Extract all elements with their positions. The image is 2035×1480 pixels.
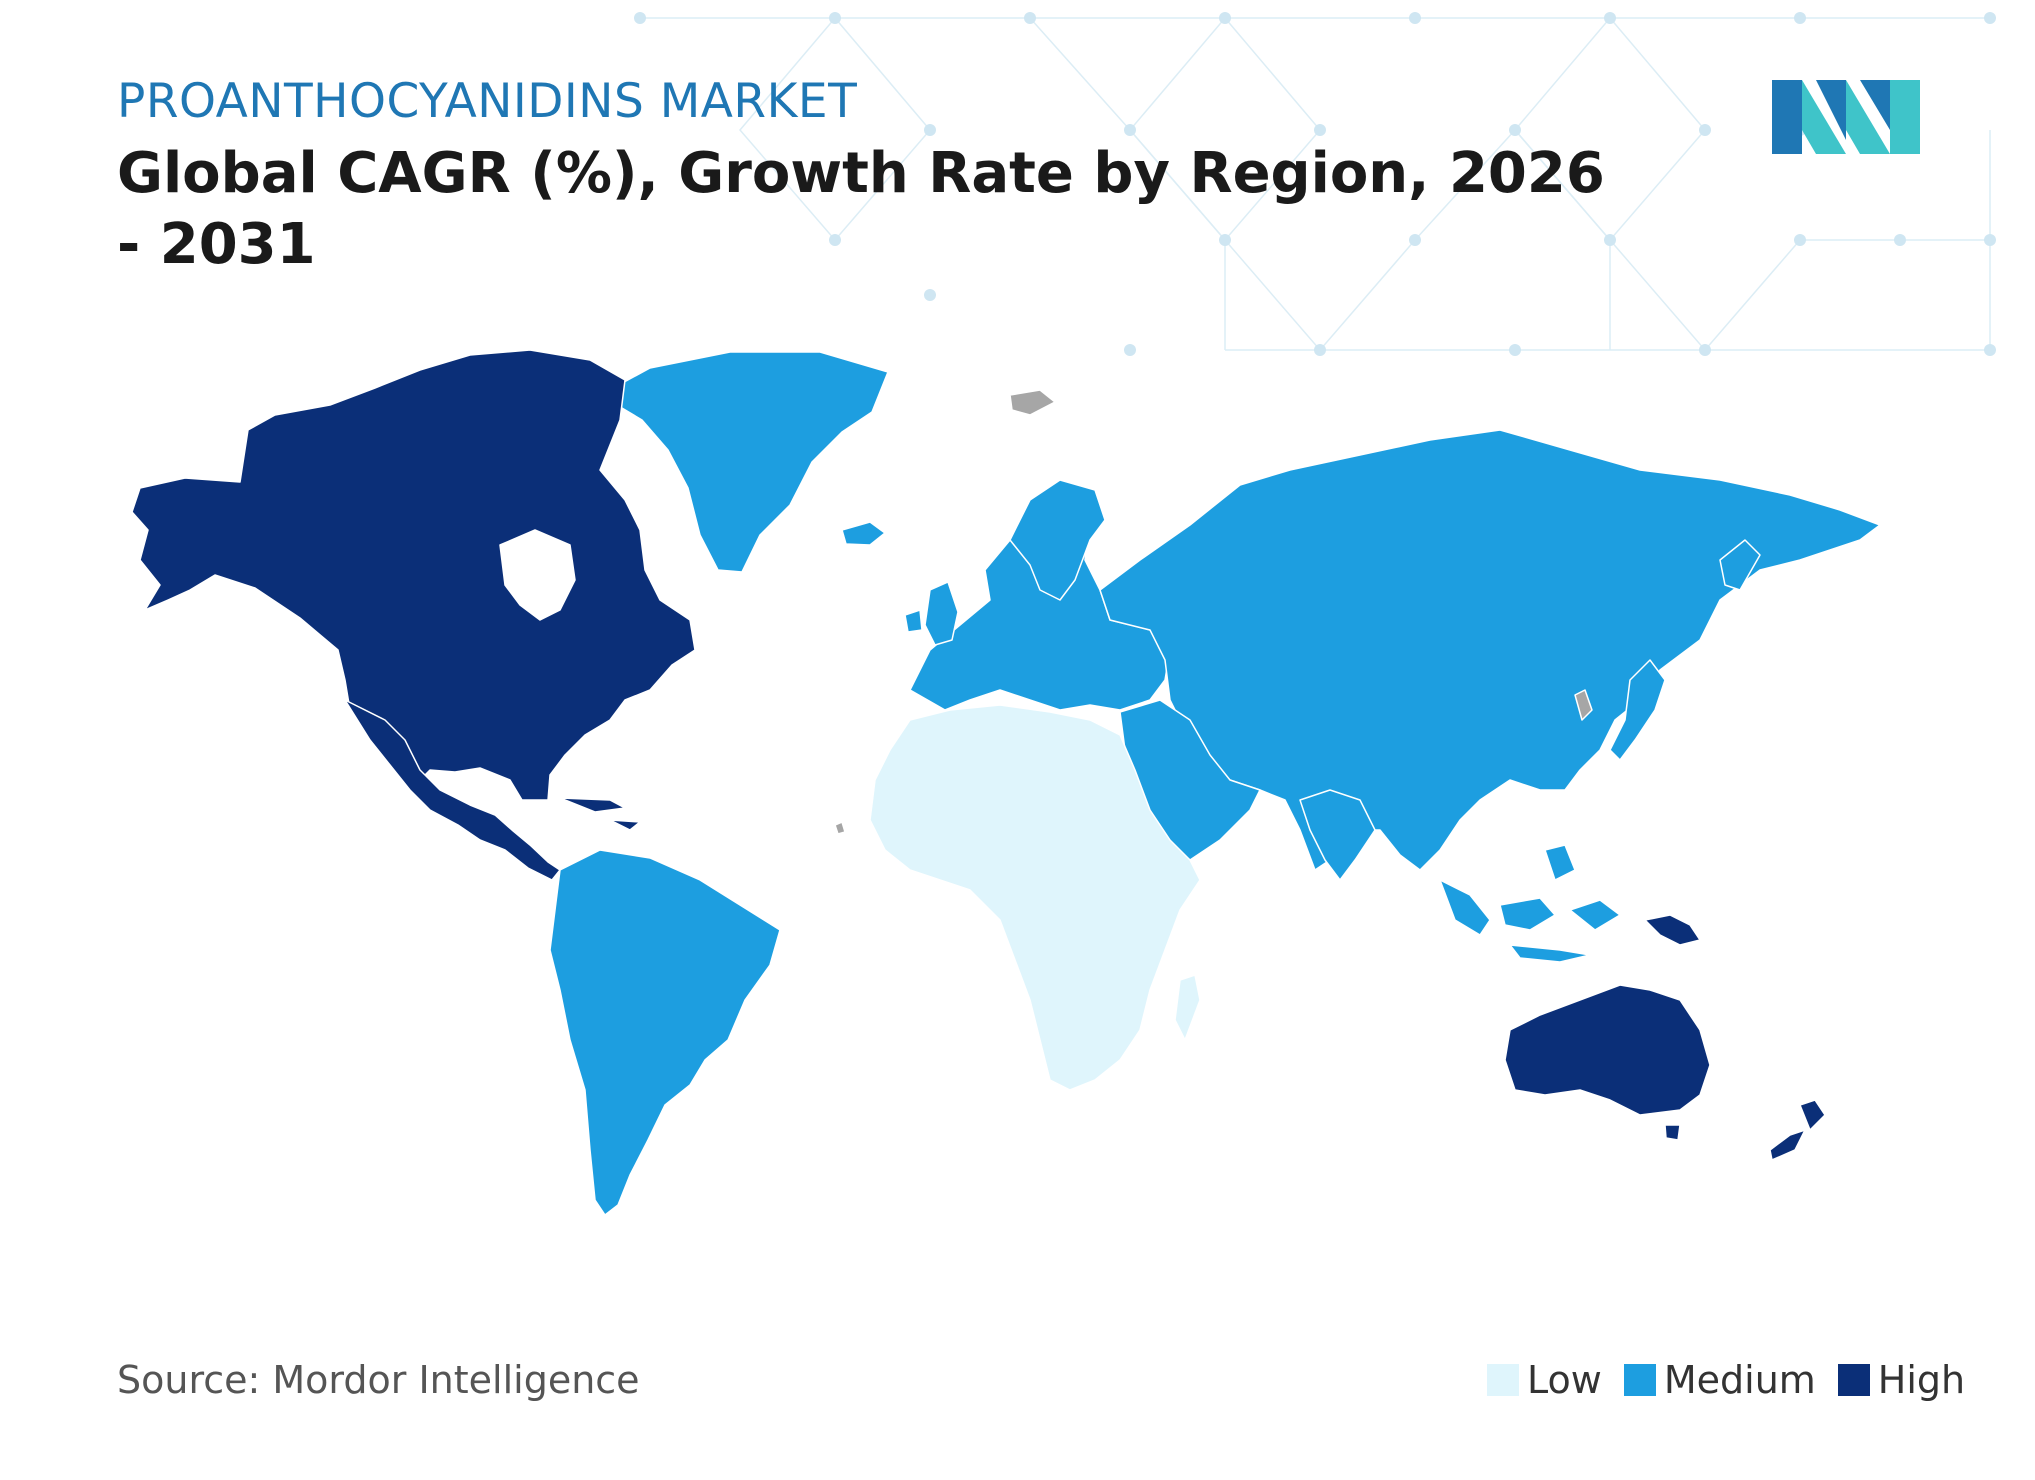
region-korea xyxy=(1574,689,1593,721)
mordor-intelligence-logo xyxy=(1772,80,1920,154)
legend-label-low: Low xyxy=(1527,1358,1602,1402)
region-iceland xyxy=(841,521,886,546)
legend-label-medium: Medium xyxy=(1663,1358,1816,1402)
legend-item-medium: Medium xyxy=(1623,1358,1816,1402)
region-japan xyxy=(1609,659,1666,761)
legend-item-high: High xyxy=(1837,1358,1966,1402)
region-western-sahara xyxy=(834,821,846,835)
legend-item-low: Low xyxy=(1487,1358,1602,1402)
report-subtitle: PROANTHOCYANIDINS MARKET xyxy=(117,74,858,129)
region-australia xyxy=(1504,984,1711,1116)
region-india xyxy=(1299,789,1376,881)
legend-label-high: High xyxy=(1877,1358,1966,1402)
chart-title: Global CAGR (%), Growth Rate by Region, … xyxy=(117,141,1605,277)
region-south-america xyxy=(549,849,781,1216)
region-africa xyxy=(869,704,1201,1091)
legend-swatch-low xyxy=(1487,1364,1519,1396)
region-madagascar xyxy=(1174,974,1201,1041)
legend: Low Medium High xyxy=(1487,1358,1965,1402)
region-uk-ireland xyxy=(904,581,959,646)
legend-swatch-high xyxy=(1837,1364,1870,1396)
region-southeast-asia xyxy=(1439,844,1621,963)
region-greenland xyxy=(599,351,889,573)
region-north-america xyxy=(131,349,696,801)
source-note: Source: Mordor Intelligence xyxy=(117,1358,640,1402)
region-caribbean xyxy=(559,797,641,831)
region-svalbard xyxy=(1009,389,1056,416)
hudson-bay xyxy=(499,529,576,621)
region-papua-new-guinea xyxy=(1644,914,1701,946)
legend-swatch-medium xyxy=(1623,1364,1656,1396)
region-kamchatka xyxy=(1719,539,1761,591)
region-new-zealand xyxy=(1769,1099,1826,1161)
region-scandinavia xyxy=(1009,479,1106,601)
region-tasmania xyxy=(1664,1124,1681,1141)
